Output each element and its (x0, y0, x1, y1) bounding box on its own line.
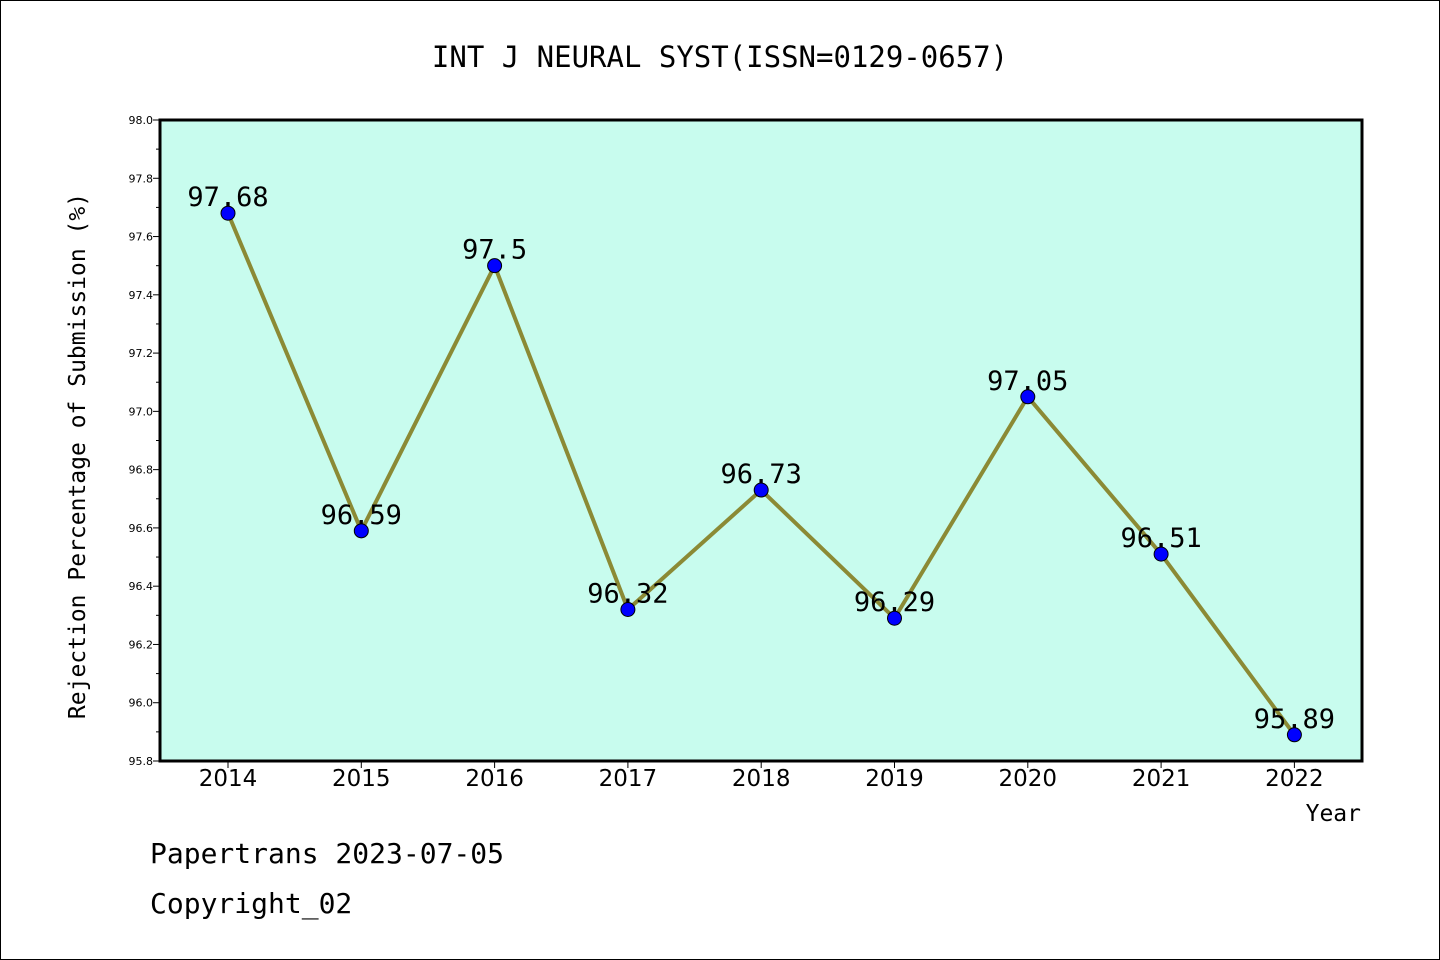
y-tick-label: 96.4 (129, 580, 154, 593)
x-axis-label: Year (1306, 801, 1361, 827)
plot-border (158, 118, 1364, 763)
copyright-text: Copyright_02 (150, 887, 353, 920)
x-tick-label: 2015 (332, 766, 391, 792)
data-label: 96.29 (854, 587, 935, 618)
data-point (1286, 727, 1302, 743)
data-label: 96.73 (721, 459, 802, 490)
data-point (1020, 389, 1036, 405)
data-label: 97.68 (187, 182, 268, 213)
data-label: 97.5 (462, 235, 527, 266)
data-point (220, 205, 236, 221)
data-point (887, 610, 902, 626)
x-axis: 2014 2015 2016 2017 2018 2019 2020 2021 2022 (199, 761, 1324, 792)
data-point (1153, 546, 1169, 562)
y-axis-label: Rejection Percentage of Submission (%) (65, 193, 91, 719)
chart-title: INT J NEURAL SYST(ISSN=0129-0657) (432, 40, 1008, 74)
data-label: 95.89 (1254, 704, 1335, 735)
y-tick-label: 97.6 (129, 231, 154, 244)
marker-group (220, 205, 1302, 743)
data-label-group: 97.68 96.59 97.5 96.32 96.73 96.29 97.05 96.51 9… (187, 182, 1335, 735)
data-label: 96.32 (587, 578, 668, 609)
data-point (753, 482, 769, 498)
x-tick-label: 2016 (465, 766, 524, 792)
x-tick-label: 2021 (1132, 766, 1191, 792)
y-tick-label: 96.0 (129, 697, 154, 710)
y-tick-label: 96.2 (129, 638, 154, 651)
y-tick-label: 97.4 (129, 289, 154, 302)
x-tick-label: 2020 (999, 766, 1058, 792)
x-tick-label: 2018 (732, 766, 791, 792)
y-tick-label: 97.0 (129, 405, 154, 418)
data-point (353, 523, 369, 539)
x-tick-label: 2017 (599, 766, 658, 792)
y-tick-label: 95.8 (129, 755, 154, 768)
x-tick-label: 2014 (199, 766, 258, 792)
data-point (620, 601, 636, 617)
y-axis: 95.8 96.0 96.2 96.4 96.6 96.8 97.0 97.2 97.4 97.6… (129, 114, 160, 768)
x-tick-label: 2022 (1265, 766, 1324, 792)
source-text: Papertrans 2023-07-05 (150, 837, 505, 870)
data-label: 97.05 (987, 366, 1068, 397)
y-tick-label: 97.2 (129, 347, 154, 360)
data-label: 96.59 (321, 500, 402, 531)
y-tick-label: 98.0 (129, 114, 154, 127)
y-tick-label: 97.8 (129, 172, 154, 185)
plot-area (160, 120, 1362, 761)
y-tick-label: 96.6 (129, 522, 154, 535)
x-tick-label: 2019 (865, 766, 924, 792)
y-tick-label: 96.8 (129, 464, 154, 477)
data-point (487, 258, 503, 274)
data-label: 96.51 (1120, 523, 1201, 554)
